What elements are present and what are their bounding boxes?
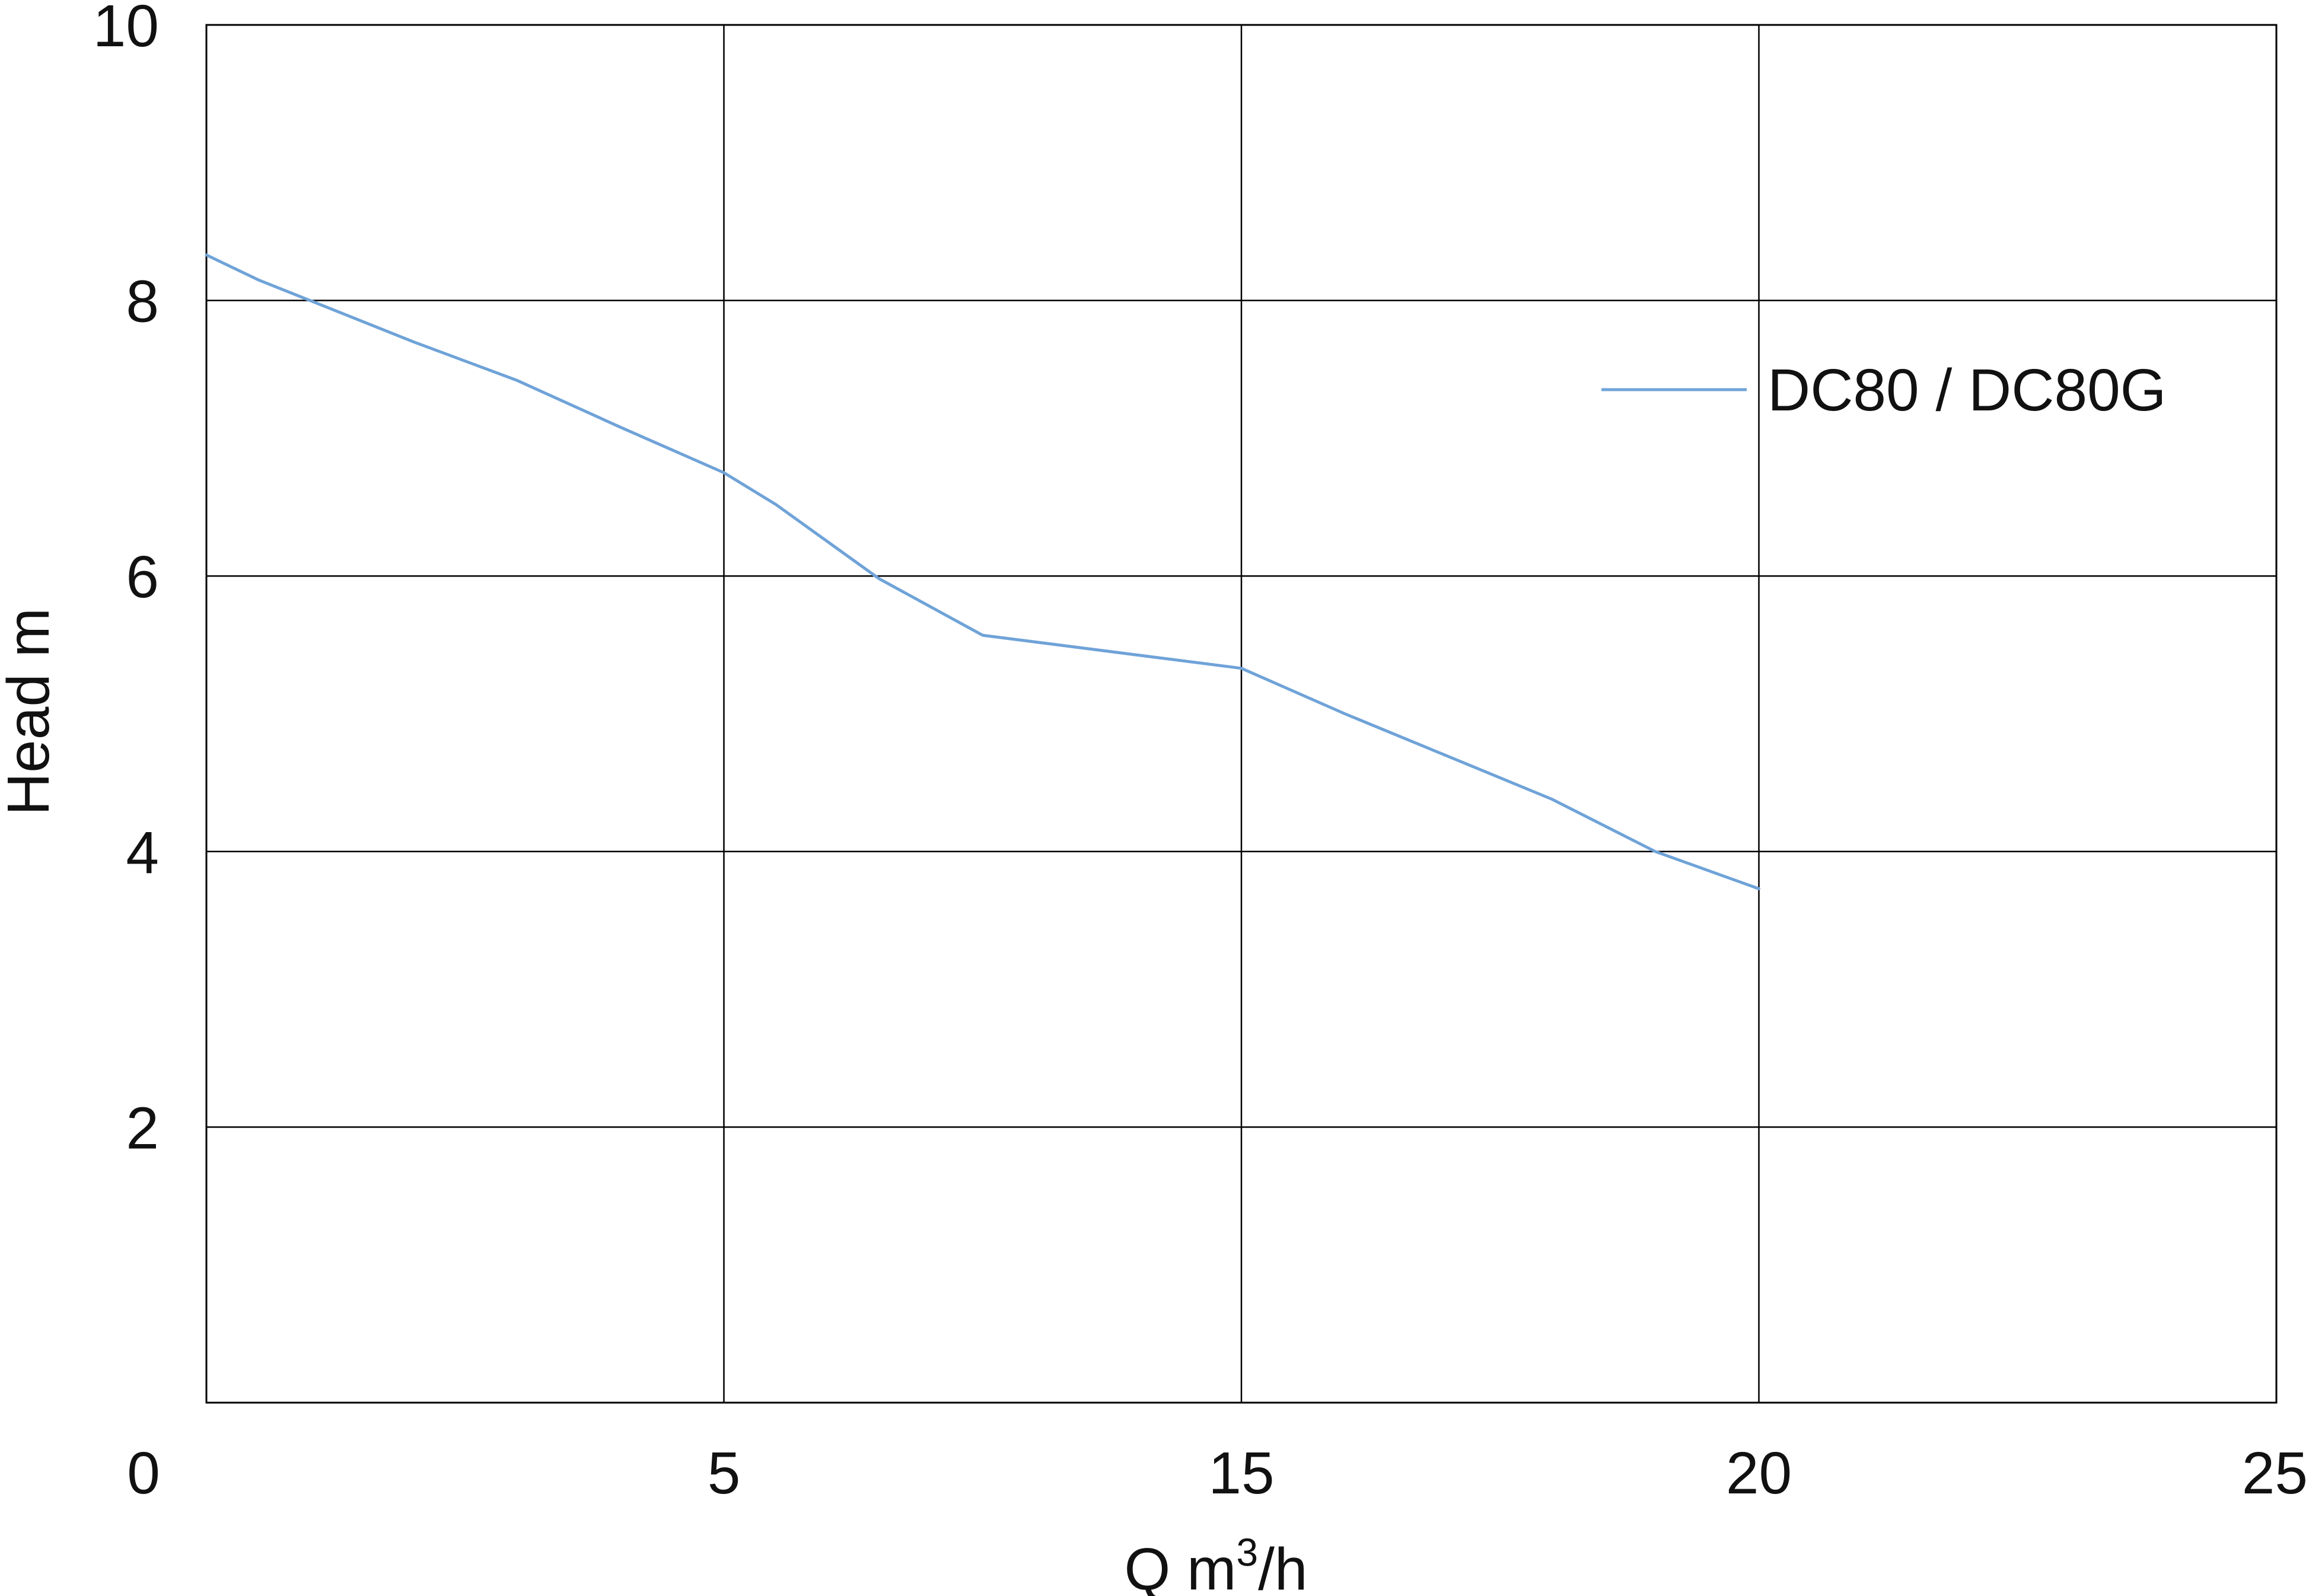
x-tick-label: 5 [708,1440,741,1506]
y-axis-ticks: 2 4 6 8 10 [93,0,159,1161]
grid-lines [206,25,2276,1403]
x-axis-label: Q m3/h [1125,1530,1308,1596]
series-layer [205,253,1760,890]
x-tick-label: 0 [127,1440,160,1506]
x-tick-label: 25 [2242,1440,2308,1506]
x-axis-label-superscript: 3 [1236,1530,1258,1574]
x-axis-ticks: 0 5 15 20 25 [127,1440,2308,1506]
x-axis-label-prefix: Q m [1125,1536,1237,1596]
x-axis-label-suffix: /h [1258,1536,1307,1596]
y-tick-label: 8 [126,269,159,335]
y-tick-label: 10 [93,0,159,59]
series-line-dc80 [205,253,1760,890]
plot-area-frame [205,24,2278,1404]
legend-label-dc80: DC80 / DC80G [1767,357,2166,423]
x-tick-label: 20 [1726,1440,1792,1506]
y-tick-label: 4 [126,820,159,886]
y-tick-label: 6 [126,544,159,610]
y-tick-label: 2 [126,1095,159,1161]
x-tick-label: 15 [1208,1440,1274,1506]
y-axis-label: Head m [0,608,62,815]
legend: DC80 / DC80G [1601,357,2166,423]
